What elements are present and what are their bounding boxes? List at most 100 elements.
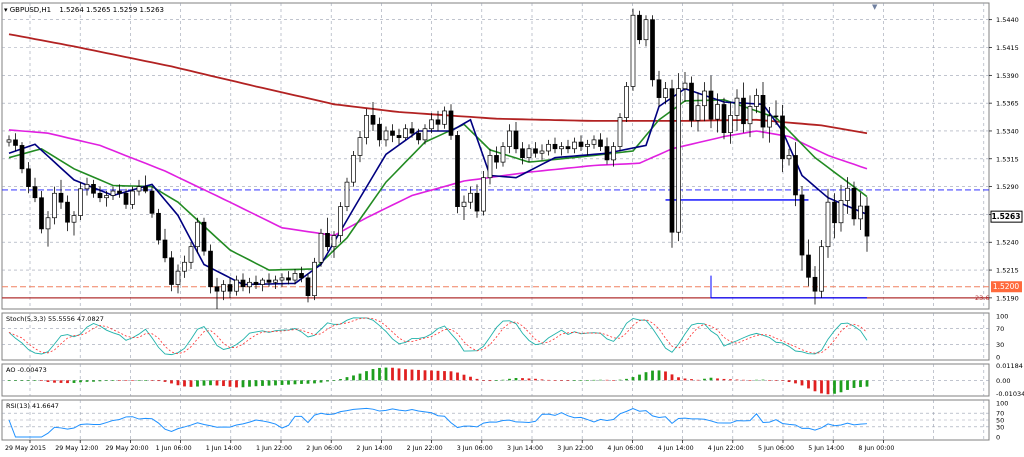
candle-bull [624,86,629,118]
candle-bull [643,19,649,41]
candle-bull [188,246,194,263]
ao-bar [755,379,758,381]
ao-bar [579,380,583,381]
candle-bull [507,130,512,147]
ao-bar [46,380,50,382]
candle-bull [318,232,324,263]
ao-bar [248,380,251,387]
ao-bar [709,377,713,381]
candle-bear [520,148,525,159]
candle-bull [825,201,831,248]
candle-bear [513,130,519,150]
candle-bear [149,190,155,214]
candle-bull [292,273,298,281]
y-tick-label: 1.5190 [996,294,1019,302]
candle-bear [299,273,304,279]
candle-bear [253,281,259,285]
ao-bar [475,378,479,381]
y-tick-label: 70 [996,325,1004,333]
ao-bar [859,380,862,388]
ao-bar [53,380,56,383]
stochastic-lines [8,317,868,356]
candle-bear [760,95,766,128]
candle-bull [312,261,317,296]
ao-bar [163,380,167,382]
ao-bar [241,380,245,388]
ao-bar [339,379,342,381]
ao-bar [59,380,63,383]
candle-bull [52,192,57,219]
ao-bar [27,380,30,381]
ao-bar [267,380,271,386]
ao-bar [774,380,778,381]
candle-bear [780,115,785,160]
menu-chevron-icon[interactable]: ▼ [872,3,878,11]
ao-bar [443,371,446,381]
candle-bear [409,128,415,134]
ao-bar [696,379,700,381]
candle-bull [104,195,109,199]
ao-bar [397,368,401,381]
ao-bar [631,377,635,381]
candle-bull [195,221,200,248]
rsi-series-line [8,407,868,438]
x-tick-label: 29 May 12:00 [55,445,98,452]
stochastic-panel[interactable] [1,312,990,361]
candle-bear [689,82,694,121]
candle-bear [416,132,421,141]
candle-bull [663,88,668,98]
ao-bar [833,380,836,394]
candle-bear [793,155,798,196]
ao-bar [235,380,238,388]
y-tick-label: 1.5390 [996,72,1019,80]
candles [6,8,870,309]
candle-bull [247,281,252,288]
stochastic-label: Stoch(5,3,3) 55.5556 47.0827 [6,315,104,323]
candle-bear [656,79,662,98]
candle-bull [221,284,226,292]
stochastic-signal-line [8,317,868,355]
ao-bar [319,380,323,383]
ao-bar [826,380,830,395]
candle-bear [799,194,805,256]
candle-bear [864,205,870,237]
candle-bull [838,200,844,224]
ao-bar [332,380,336,381]
y-tick-label: 0 [996,434,1000,442]
ao-label: AO -0.00473 [6,366,47,374]
ao-bar [14,380,17,381]
ao-bar [761,379,765,381]
ao-bar [469,376,472,381]
candle-bear [58,192,64,203]
candle-bull [344,181,350,207]
ao-bar [118,380,121,381]
candle-bull [422,128,428,141]
ao-bar [462,374,466,381]
ao-bar [573,380,576,381]
y-tick-label: 100 [996,313,1008,321]
ao-bar [66,380,69,384]
ao-bar [488,380,492,382]
candle-bull [403,128,408,138]
ao-bar [846,380,849,390]
y-tick-label: 1.5215 [996,267,1019,275]
candle-bull [429,119,434,130]
ao-bar [800,380,804,386]
ao-bar [105,380,108,381]
x-tick-label: 29 May 2015 [5,445,46,452]
candle-bull [481,177,486,212]
ao-bar [839,380,843,393]
main-y-axis: 1.5440 1.5415 1.5390 1.5365 1.5340 1.5315 1.52… [989,16,1019,302]
candle-bear [773,115,779,118]
candle-bull [819,246,824,292]
horizontal-levels[interactable] [2,189,989,299]
x-tick-label: 1 Jun 06:00 [156,445,192,452]
candle-bear [812,276,818,292]
y-tick-label: 1.5440 [996,16,1019,24]
candle-bull [786,155,792,160]
stochastic-y-axis: 100 70 30 0 [996,313,1008,362]
ao-bar [92,380,95,382]
ao-panel[interactable] [1,363,990,397]
candle-bear [474,192,480,212]
